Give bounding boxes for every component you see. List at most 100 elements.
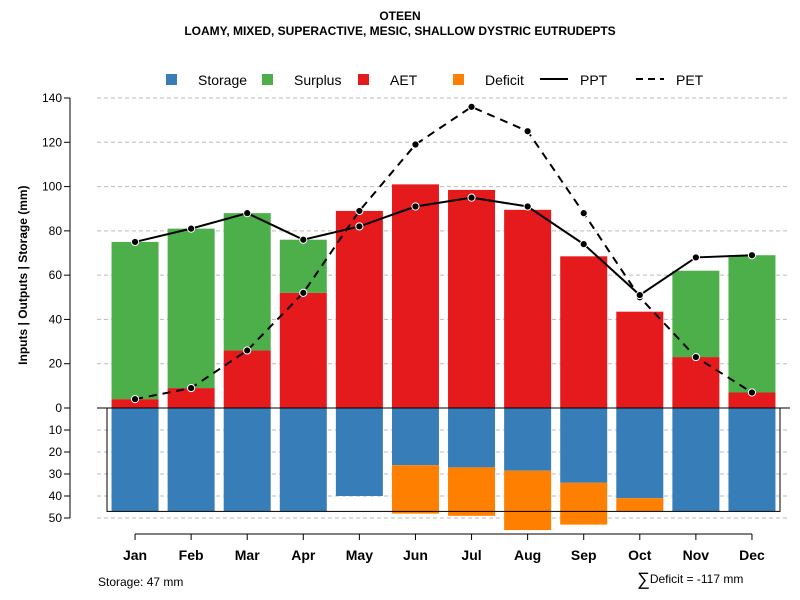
point-ppt-nov [691,253,700,262]
bar-deficit-jul [448,467,496,516]
bar-aet-nov [672,357,720,408]
point-pet-may [355,206,364,216]
bar-deficit-oct [616,498,664,512]
y-tick-label: 100 [42,180,62,194]
point-ppt-jun [411,202,420,211]
bar-storage-feb [167,408,215,512]
point-pet-jul [467,102,476,111]
line-pet [134,105,753,401]
x-tick-label-apr: Apr [291,547,316,563]
bar-storage-nov [672,408,720,512]
x-tick-label-jan: Jan [123,547,147,563]
legend-label-deficit: Deficit [485,72,524,88]
point-ppt-apr [299,235,308,244]
bar-storage-aug [504,408,552,471]
point-ppt-jan [130,237,140,247]
y-tick-label: 140 [42,91,62,105]
point-ppt-feb [187,224,196,233]
bar-aet-oct [616,311,664,408]
bar-aet-mar [223,350,271,408]
y-tick-label: 40 [49,312,63,326]
y-tick-label: 0 [55,401,62,415]
bar-aet-jul [448,189,496,408]
bar-aet-may [335,210,383,408]
bar-storage-jan [111,408,159,512]
point-ppt-jul [467,193,476,202]
point-ppt-sep [579,240,588,249]
bar-aet-dec [728,392,776,408]
y-tick-label: 10 [49,423,63,437]
y-tick-label: 50 [49,511,63,525]
legend-label-pet: PET [676,72,704,88]
bar-surplus-feb [167,228,215,389]
point-pet-aug [523,127,532,136]
legend-label-storage: Storage [198,72,248,88]
point-ppt-may [355,222,364,231]
y-tick-label: 20 [49,357,63,371]
legend-label-surplus: Surplus [294,72,342,88]
bar-storage-jun [391,408,439,466]
bar-storage-sep [560,408,608,483]
storage-note: Storage: 47 mm [98,575,184,589]
bar-deficit-jun [391,465,439,514]
legend-label-aet: AET [390,72,418,88]
y-tick-label: 20 [49,445,63,459]
bar-aet-feb [167,388,215,408]
point-ppt-oct [635,290,644,300]
y-tick-label: 60 [49,268,63,282]
point-pet-apr [299,288,308,297]
point-ppt-mar [243,209,252,218]
legend-line-ppt [540,78,568,80]
x-tick-label-oct: Oct [628,547,652,563]
deficit-note: ∑Deficit = -117 mm [637,569,743,590]
bar-surplus-mar [223,213,271,351]
chart-title: OTEEN [379,9,421,23]
point-pet-sep [579,209,588,218]
y-tick-label: 40 [49,489,63,503]
bar-storage-apr [279,408,327,512]
legend-swatch-aet [358,74,369,85]
legend-swatch-deficit [453,74,464,85]
y-axis-label: Inputs | Outputs | Storage (mm) [16,185,30,364]
point-pet-dec [747,388,757,397]
bar-aet-apr [279,292,327,408]
bar-aet-aug [504,209,552,408]
x-tick-label-mar: Mar [235,547,260,563]
bar-storage-oct [616,408,664,499]
chart-subtitle: LOAMY, MIXED, SUPERACTIVE, MESIC, SHALLO… [184,24,616,38]
bar-aet-jun [391,184,439,408]
legend-swatch-storage [166,74,177,85]
x-tick-label-may: May [346,547,373,563]
point-ppt-dec [747,251,757,260]
bar-surplus-apr [279,239,327,293]
bar-storage-dec [728,408,776,512]
point-pet-jun [411,140,420,149]
x-tick-label-nov: Nov [683,547,710,563]
deficit-note-text: Deficit = -117 mm [649,572,744,586]
legend-swatch-surplus [262,74,273,85]
point-pet-mar [243,346,252,355]
bar-aet-jan [111,399,159,408]
bar-storage-mar [223,408,271,512]
point-pet-feb [187,383,196,393]
x-tick-label-jun: Jun [403,547,428,563]
x-tick-label-sep: Sep [571,547,597,563]
legend: Storage Surplus AET Deficit PPT PET [0,71,800,89]
point-ppt-aug [523,202,532,211]
bar-aet-sep [560,256,608,408]
x-tick-label-jul: Jul [461,547,481,563]
x-tick-label-dec: Dec [739,547,765,563]
line-ppt [134,196,752,297]
bar-surplus-jan [111,241,159,400]
bar-deficit-sep [560,482,608,525]
point-pet-jan [130,395,140,404]
x-tick-label-feb: Feb [179,547,204,563]
bar-surplus-nov [672,270,720,358]
y-tick-label: 80 [49,224,63,238]
legend-label-ppt: PPT [580,72,608,88]
point-pet-nov [691,352,700,362]
sigma-symbol: ∑ [637,569,650,589]
y-tick-label: 120 [42,135,62,149]
bar-surplus-dec [728,255,776,393]
